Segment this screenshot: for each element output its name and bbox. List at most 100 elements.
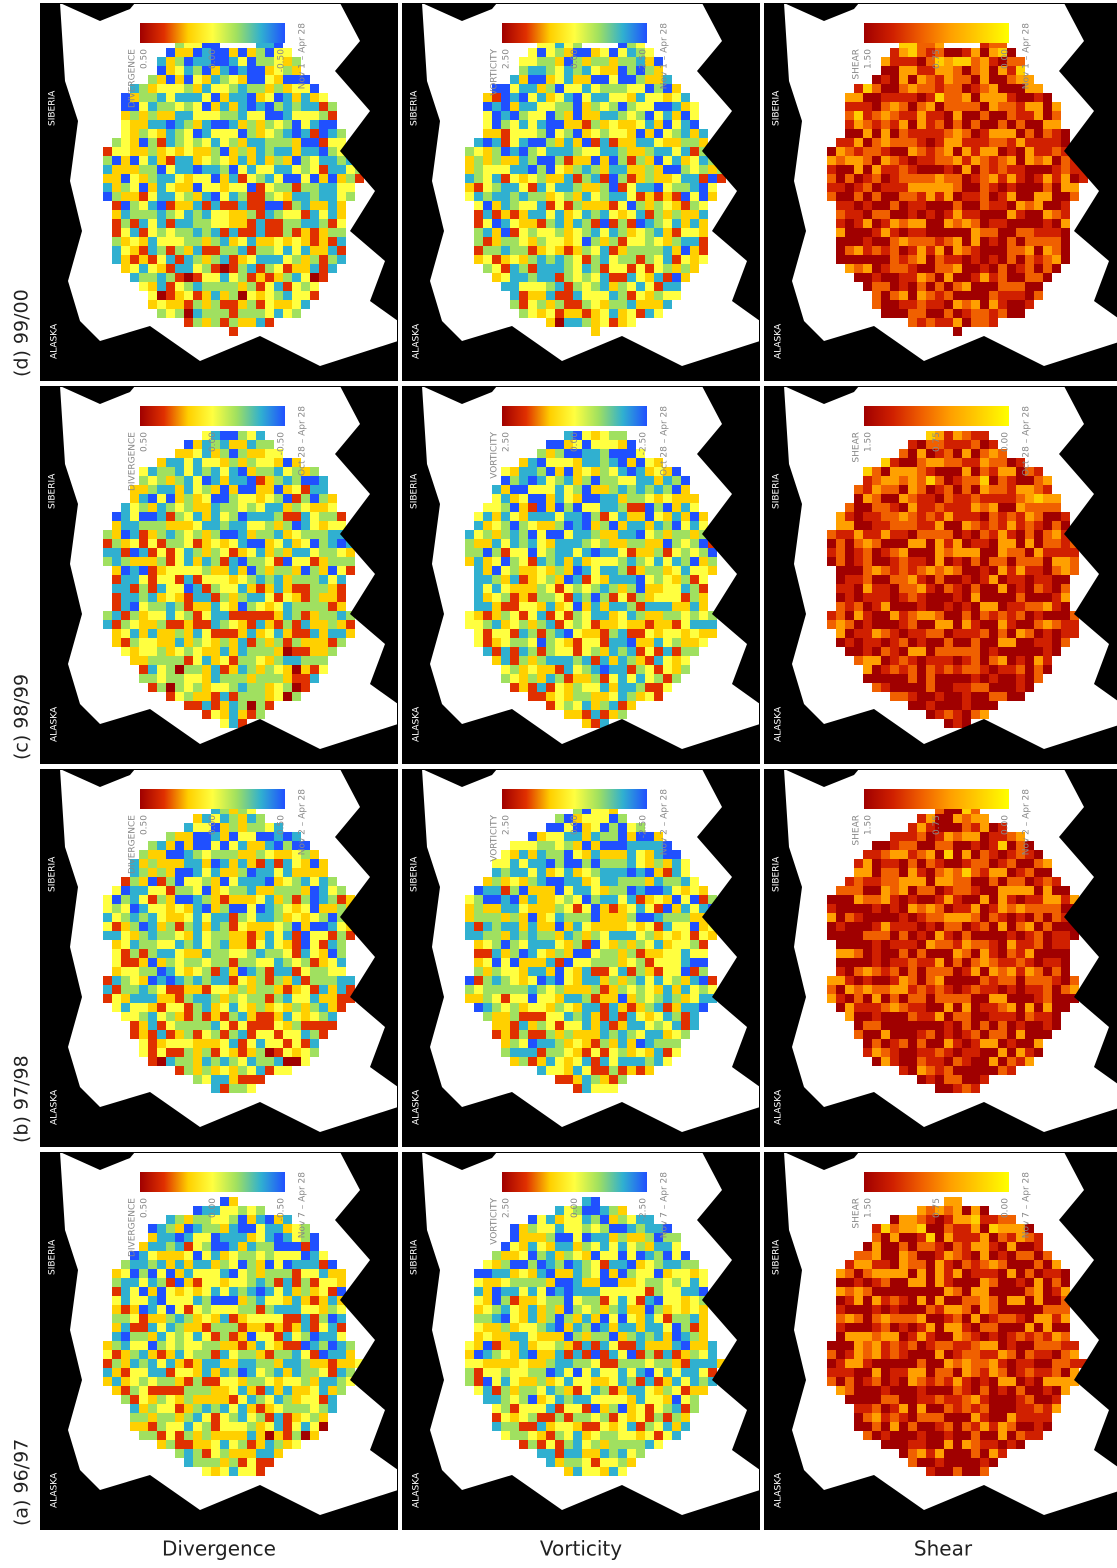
ice-pixel [238,940,247,949]
ice-pixel [265,273,274,282]
ice-pixel [609,994,618,1003]
ice-pixel [564,548,573,557]
ice-pixel [519,1395,528,1404]
ice-pixel [546,1422,555,1431]
ice-pixel [483,1341,492,1350]
ice-pixel [139,467,148,476]
ice-pixel [528,1332,537,1341]
ice-pixel [337,1269,346,1278]
ice-pixel [274,494,283,503]
ice-pixel [537,1404,546,1413]
ice-pixel [265,228,274,237]
ice-pixel [175,539,184,548]
ice-pixel [148,629,157,638]
ice-pixel [112,138,121,147]
ice-pixel [319,1395,328,1404]
ice-pixel [184,485,193,494]
ice-pixel [274,66,283,75]
ice-pixel [645,1048,654,1057]
ice-pixel [337,1332,346,1341]
ice-pixel [672,1021,681,1030]
ice-pixel [564,931,573,940]
ice-pixel [573,1458,582,1467]
ice-pixel [528,1003,537,1012]
ice-pixel [465,611,474,620]
ice-pixel [121,111,130,120]
ice-pixel [283,521,292,530]
ice-pixel [319,246,328,255]
ice-pixel [346,192,355,201]
ice-pixel [184,530,193,539]
ice-pixel [555,620,564,629]
ice-pixel [328,228,337,237]
ice-pixel [337,1003,346,1012]
ice-pixel [528,949,537,958]
ice-pixel [157,1030,166,1039]
ice-pixel [211,458,220,467]
ice-pixel [600,530,609,539]
ice-pixel [546,1359,555,1368]
ice-pixel [600,1341,609,1350]
ice-pixel [283,1003,292,1012]
ice-pixel [708,629,717,638]
ice-pixel [708,548,717,557]
ice-pixel [582,1368,591,1377]
ice-pixel [654,850,663,859]
ice-pixel [130,219,139,228]
ice-pixel [618,548,627,557]
ice-pixel [157,273,166,282]
ice-pixel [229,120,238,129]
ice-pixel [148,1341,157,1350]
ice-pixel [537,877,546,886]
ice-pixel [337,958,346,967]
ice-pixel [175,228,184,237]
ice-pixel [519,282,528,291]
ice-pixel [519,1377,528,1386]
ice-pixel [202,548,211,557]
ice-pixel [645,895,654,904]
ice-pixel [645,476,654,485]
ice-pixel [184,476,193,485]
ice-pixel [591,1467,600,1476]
ice-pixel [130,913,139,922]
ice-pixel [229,1296,238,1305]
ice-pixel [265,84,274,93]
date-range: Nov 2 – Apr 28 [298,789,308,856]
ice-pixel [337,967,346,976]
ice-pixel [672,940,681,949]
ice-pixel [229,1341,238,1350]
ice-pixel [573,1305,582,1314]
ice-pixel [501,503,510,512]
ice-pixel [663,895,672,904]
ice-pixel [184,192,193,201]
ice-pixel [193,237,202,246]
ice-pixel [328,111,337,120]
ice-pixel [663,1323,672,1332]
ice-pixel [175,449,184,458]
ice-pixel [130,246,139,255]
ice-pixel [573,656,582,665]
ice-pixel [238,440,247,449]
ice-pixel [483,877,492,886]
ice-pixel [202,1075,211,1084]
ice-pixel [274,300,283,309]
ice-pixel [220,1084,229,1093]
ice-pixel [265,318,274,327]
ice-pixel [202,1458,211,1467]
ice-pixel [319,1422,328,1431]
ice-pixel [627,1395,636,1404]
ice-pixel [654,611,663,620]
ice-pixel [537,1296,546,1305]
ice-pixel [301,566,310,575]
ice-pixel [573,300,582,309]
ice-pixel [555,1350,564,1359]
ice-pixel [310,291,319,300]
ice-pixel [274,674,283,683]
ice-pixel [609,1359,618,1368]
ice-pixel [202,255,211,264]
ice-pixel [645,1332,654,1341]
land [60,3,135,21]
region-label: SIBERIA [48,1239,58,1275]
ice-pixel [582,913,591,922]
ice-pixel [537,1012,546,1021]
